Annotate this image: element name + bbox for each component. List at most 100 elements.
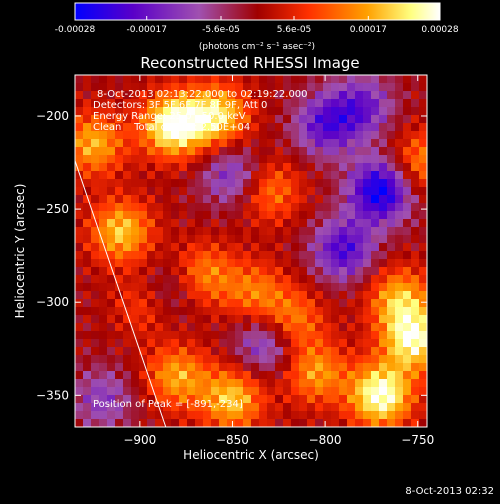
heatmap-cell: [171, 267, 180, 276]
heatmap-cell: [299, 179, 308, 188]
heatmap-cell: [75, 419, 84, 427]
heatmap-cell: [339, 227, 348, 236]
heatmap-cell: [411, 299, 420, 308]
heatmap-cell: [283, 411, 292, 420]
heatmap-cell: [339, 275, 348, 284]
heatmap-cell: [195, 91, 204, 100]
heatmap-cell: [139, 323, 148, 332]
heatmap-cell: [339, 91, 348, 100]
heatmap-cell: [411, 259, 420, 268]
heatmap-cell: [211, 323, 220, 332]
heatmap-cell: [387, 131, 396, 140]
heatmap-cell: [315, 275, 324, 284]
heatmap-cell: [155, 283, 164, 292]
heatmap-cell: [155, 171, 164, 180]
heatmap-cell: [419, 275, 427, 284]
heatmap-cell: [139, 147, 148, 156]
heatmap-cell: [147, 227, 156, 236]
heatmap-cell: [147, 291, 156, 300]
heatmap-cell: [339, 131, 348, 140]
heatmap-cell: [355, 275, 364, 284]
heatmap-cell: [163, 371, 172, 380]
heatmap-cell: [203, 139, 212, 148]
heatmap-cell: [259, 171, 268, 180]
y-axis-label: Heliocentric Y (arcsec): [13, 184, 27, 319]
heatmap-cell: [395, 211, 404, 220]
heatmap-cell: [275, 211, 284, 220]
heatmap-cell: [275, 419, 284, 427]
heatmap-cell: [83, 355, 92, 364]
heatmap-cell: [331, 179, 340, 188]
heatmap-cell: [155, 347, 164, 356]
heatmap-cell: [371, 115, 380, 124]
heatmap-cell: [355, 187, 364, 196]
heatmap-cell: [107, 99, 116, 108]
heatmap-cell: [187, 291, 196, 300]
heatmap-cell: [115, 83, 124, 92]
heatmap-cell: [147, 315, 156, 324]
heatmap-cell: [259, 259, 268, 268]
heatmap-cell: [387, 299, 396, 308]
heatmap-cell: [131, 315, 140, 324]
heatmap-cell: [275, 259, 284, 268]
heatmap-cell: [411, 379, 420, 388]
heatmap-cell: [235, 339, 244, 348]
heatmap-cell: [315, 155, 324, 164]
heatmap-cell: [315, 91, 324, 100]
heatmap-cell: [187, 275, 196, 284]
heatmap-cell: [275, 147, 284, 156]
heatmap-cell: [187, 147, 196, 156]
heatmap-cell: [419, 419, 427, 427]
heatmap-cell: [347, 107, 356, 116]
heatmap-cell: [275, 307, 284, 316]
heatmap-cell: [355, 379, 364, 388]
heatmap-cell: [363, 243, 372, 252]
heatmap-cell: [123, 115, 132, 124]
heatmap-cell: [283, 267, 292, 276]
heatmap-cell: [315, 107, 324, 116]
heatmap-cell: [315, 195, 324, 204]
heatmap-cell: [371, 355, 380, 364]
heatmap-cell: [403, 235, 412, 244]
heatmap-cell: [315, 299, 324, 308]
plot-timestamp: 8-Oct-2013 02:32: [405, 486, 494, 497]
heatmap-cell: [203, 347, 212, 356]
heatmap-cell: [267, 323, 276, 332]
heatmap-cell: [243, 299, 252, 308]
heatmap-cell: [291, 251, 300, 260]
heatmap-cell: [235, 99, 244, 108]
heatmap-cell: [387, 283, 396, 292]
heatmap-cell: [403, 347, 412, 356]
heatmap-cell: [259, 347, 268, 356]
heatmap-cell: [347, 419, 356, 427]
annotation-detectors: Detectors: 3F 5F 6F 7F 8F 9F, Att 0: [93, 100, 267, 111]
heatmap-cell: [291, 259, 300, 268]
heatmap-cell: [147, 203, 156, 212]
heatmap-cell: [219, 195, 228, 204]
heatmap-cell: [419, 355, 427, 364]
heatmap-cell: [251, 211, 260, 220]
heatmap-cell: [163, 83, 172, 92]
heatmap-cell: [211, 275, 220, 284]
heatmap-cell: [235, 219, 244, 228]
heatmap-cell: [347, 411, 356, 420]
heatmap-cell: [123, 251, 132, 260]
heatmap-cell: [211, 179, 220, 188]
heatmap-cell: [395, 83, 404, 92]
heatmap-cell: [195, 307, 204, 316]
heatmap-cell: [259, 155, 268, 164]
heatmap-cell: [235, 227, 244, 236]
heatmap-cell: [155, 155, 164, 164]
heatmap-cell: [171, 395, 180, 404]
heatmap-cell: [83, 195, 92, 204]
heatmap-cell: [171, 203, 180, 212]
heatmap-cell: [411, 339, 420, 348]
heatmap-cell: [379, 395, 388, 404]
heatmap-cell: [131, 211, 140, 220]
heatmap-cell: [307, 227, 316, 236]
heatmap-cell: [307, 403, 316, 412]
heatmap-cell: [283, 387, 292, 396]
heatmap-cell: [419, 331, 427, 340]
heatmap-cell: [83, 411, 92, 420]
heatmap-cell: [171, 363, 180, 372]
